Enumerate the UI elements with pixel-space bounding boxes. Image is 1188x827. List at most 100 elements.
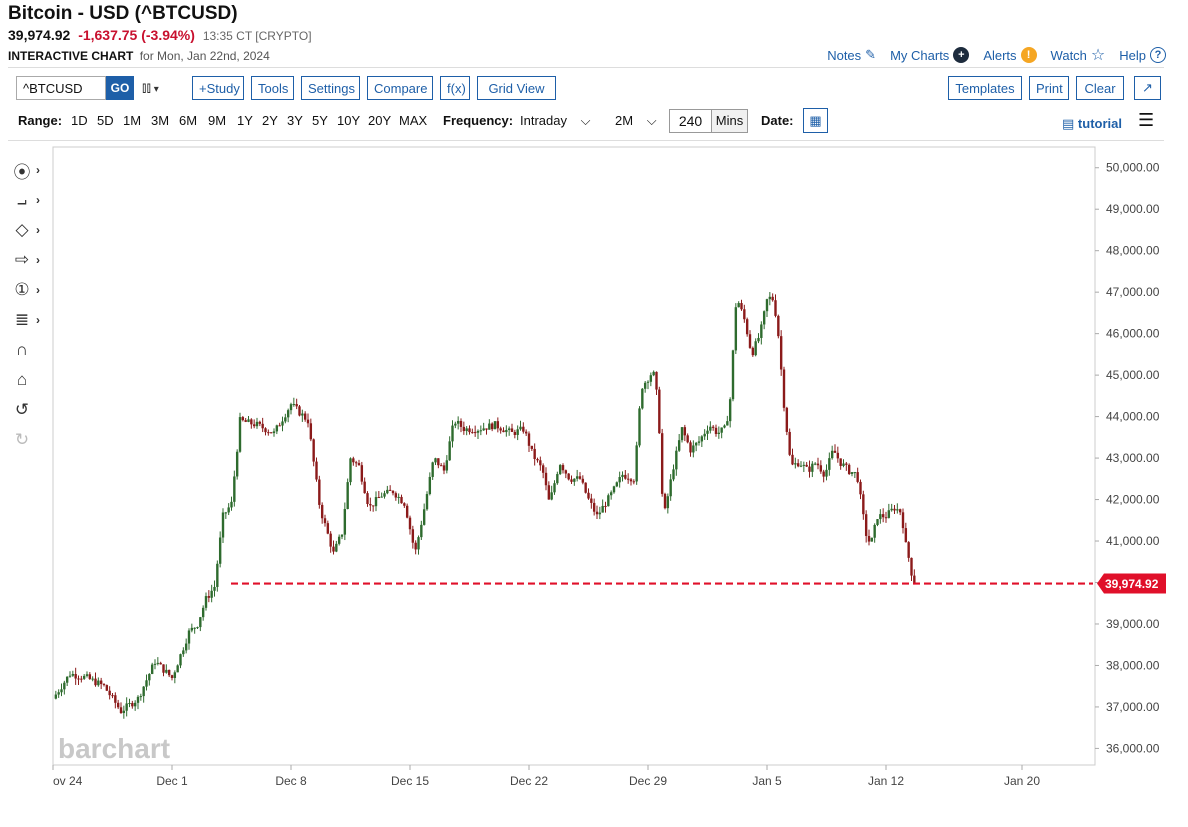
- chevron-right-icon: ›: [36, 313, 40, 327]
- range-3m[interactable]: 3M: [151, 113, 170, 128]
- candle-body: [442, 465, 446, 471]
- candle-body: [740, 303, 743, 310]
- interval-input[interactable]: 240: [669, 109, 712, 133]
- my-charts-link[interactable]: My Charts +: [890, 45, 970, 65]
- candle-body: [326, 523, 330, 534]
- candle-body: [561, 465, 565, 471]
- range-20y[interactable]: 20Y: [368, 113, 392, 128]
- last-price-tag: 39,974.92: [1097, 573, 1166, 594]
- range-3y[interactable]: 3Y: [287, 113, 303, 128]
- candle-body: [779, 336, 783, 370]
- star-icon: ☆: [1090, 47, 1106, 64]
- watch-link[interactable]: Watch ☆: [1051, 45, 1106, 65]
- trendline-tool[interactable]: ⨼ ›: [8, 185, 52, 215]
- candle-body: [369, 504, 372, 506]
- candle-body: [842, 463, 845, 466]
- candle-body: [105, 685, 109, 691]
- symbol-input[interactable]: [16, 76, 106, 100]
- candle-body: [762, 311, 766, 325]
- candle-body: [830, 450, 834, 459]
- arrow-tool[interactable]: ⇨ ›: [8, 245, 52, 275]
- annotation-tool[interactable]: ① ›: [8, 275, 52, 305]
- fibonacci-tool[interactable]: ≣ ›: [8, 305, 52, 335]
- candles: [54, 292, 916, 719]
- range-6m[interactable]: 6M: [179, 113, 198, 128]
- redo-tool[interactable]: ↻: [8, 425, 52, 455]
- candle-body: [502, 430, 505, 433]
- study-button[interactable]: +Study: [192, 76, 244, 100]
- candle-body: [816, 463, 820, 466]
- range-5d[interactable]: 5D: [97, 113, 114, 128]
- calendar-button[interactable]: ▦: [803, 108, 828, 133]
- candle-body: [609, 492, 613, 496]
- period-select[interactable]: 2M ⌵: [615, 113, 657, 129]
- candle-body: [122, 710, 126, 714]
- shape-tool[interactable]: ◇ ›: [8, 215, 52, 245]
- range-2y[interactable]: 2Y: [262, 113, 278, 128]
- candle-body: [179, 654, 182, 666]
- candle-body: [505, 429, 508, 433]
- go-button[interactable]: GO: [106, 76, 134, 100]
- templates-button[interactable]: Templates: [948, 76, 1022, 100]
- fx-button[interactable]: f(x): [440, 76, 470, 100]
- candle-body: [218, 537, 222, 564]
- range-max[interactable]: MAX: [399, 113, 428, 128]
- candle-body: [496, 421, 500, 429]
- candle-body: [488, 423, 491, 430]
- range-10y[interactable]: 10Y: [337, 113, 361, 128]
- settings-button[interactable]: Settings: [301, 76, 360, 100]
- undo-tool[interactable]: ↺: [8, 395, 52, 425]
- range-5y[interactable]: 5Y: [312, 113, 328, 128]
- candle-body: [879, 514, 882, 520]
- last-price: 39,974.92: [8, 27, 71, 43]
- crosshair-tool[interactable]: ⦿ ›: [8, 155, 52, 185]
- magnet-tool[interactable]: ∩: [8, 335, 52, 365]
- range-9m[interactable]: 9M: [208, 113, 227, 128]
- candle-body: [615, 482, 619, 487]
- range-1m[interactable]: 1M: [123, 113, 142, 128]
- chart-style-select[interactable]: ⫾⫾ ▾: [142, 79, 159, 96]
- tools-button[interactable]: Tools: [251, 76, 294, 100]
- help-link[interactable]: Help ?: [1119, 45, 1166, 65]
- candle-body: [811, 463, 814, 472]
- candle-body: [417, 537, 420, 550]
- lock-tool[interactable]: ⌂: [8, 365, 52, 395]
- notes-link[interactable]: Notes ✎: [827, 45, 876, 65]
- candle-body: [170, 675, 174, 678]
- frequency-select[interactable]: Intraday ⌵: [520, 113, 590, 129]
- clear-button[interactable]: Clear: [1076, 76, 1124, 100]
- y-tick-label: 36,000.00: [1106, 741, 1160, 755]
- expand-button[interactable]: ↗: [1134, 76, 1161, 100]
- candle-body: [575, 476, 579, 479]
- x-tick-label: Jan 5: [752, 774, 782, 788]
- expand-icon: ↗: [1142, 80, 1153, 95]
- candle-body: [723, 425, 726, 428]
- candle-body: [638, 408, 641, 446]
- candle-body: [289, 404, 293, 411]
- y-tick-label: 39,000.00: [1106, 617, 1160, 631]
- y-tick-label: 49,000.00: [1106, 202, 1160, 216]
- candle-body: [173, 672, 177, 678]
- candle-body: [819, 465, 823, 472]
- range-1d[interactable]: 1D: [71, 113, 88, 128]
- candle-body: [754, 341, 757, 356]
- candle-body: [700, 436, 704, 442]
- candle-body: [782, 369, 786, 408]
- candle-body: [581, 478, 585, 483]
- hamburger-menu-icon[interactable]: ☰: [1138, 110, 1155, 130]
- arrow-tool-icon: ⇨: [14, 250, 30, 269]
- alerts-link[interactable]: Alerts !: [983, 45, 1037, 65]
- tutorial-link[interactable]: ▤ tutorial: [1062, 116, 1122, 132]
- candle-body: [269, 432, 273, 434]
- candle-body: [108, 690, 111, 696]
- range-1y[interactable]: 1Y: [237, 113, 253, 128]
- compare-button[interactable]: Compare: [367, 76, 433, 100]
- candle-body: [71, 673, 75, 676]
- candle-body: [867, 535, 871, 542]
- grid-view-button[interactable]: Grid View: [477, 76, 556, 100]
- candle-body: [666, 496, 670, 509]
- print-button[interactable]: Print: [1029, 76, 1069, 100]
- candle-body: [77, 678, 80, 680]
- chart-subtitle: INTERACTIVE CHART for Mon, Jan 22nd, 202…: [8, 49, 270, 63]
